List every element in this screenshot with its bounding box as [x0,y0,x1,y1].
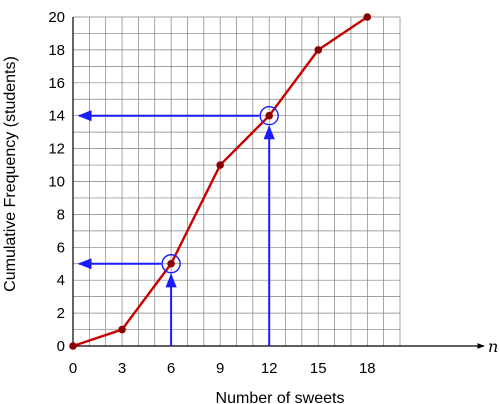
x-tick-label: 0 [69,360,77,377]
data-point [216,161,224,169]
y-tick-label: 18 [48,42,65,59]
y-tick-label: 20 [48,9,65,26]
data-point [265,112,273,120]
x-tick-label: 15 [310,360,327,377]
y-tick-label: 4 [57,272,65,289]
data-point [69,342,77,350]
data-point [314,46,322,54]
y-axis-label: Cumulative Frequency (students) [2,56,19,292]
x-axis-variable: n [488,337,498,356]
y-tick-label: 2 [57,305,65,322]
x-axis-label: Number of sweets [216,390,345,404]
y-tick-label: 14 [48,108,65,125]
y-tick-label: 8 [57,206,65,223]
grid [73,17,400,346]
data-point [118,326,126,334]
data-point [167,260,175,268]
x-tick-label: 18 [359,360,376,377]
y-tick-label: 6 [57,239,65,256]
y-tick-label: 10 [48,174,65,191]
y-tick-label: 16 [48,75,65,92]
tick-labels: 0 3 6 9 12 15 18 0 2 4 6 8 10 12 14 16 18 20 [48,9,375,377]
y-tick-label: 12 [48,141,65,158]
y-tick-label: 0 [57,338,65,355]
data-point [364,13,372,21]
x-tick-label: 9 [216,360,224,377]
x-tick-label: 6 [167,360,175,377]
x-tick-label: 12 [261,360,278,377]
x-tick-label: 3 [118,360,126,377]
